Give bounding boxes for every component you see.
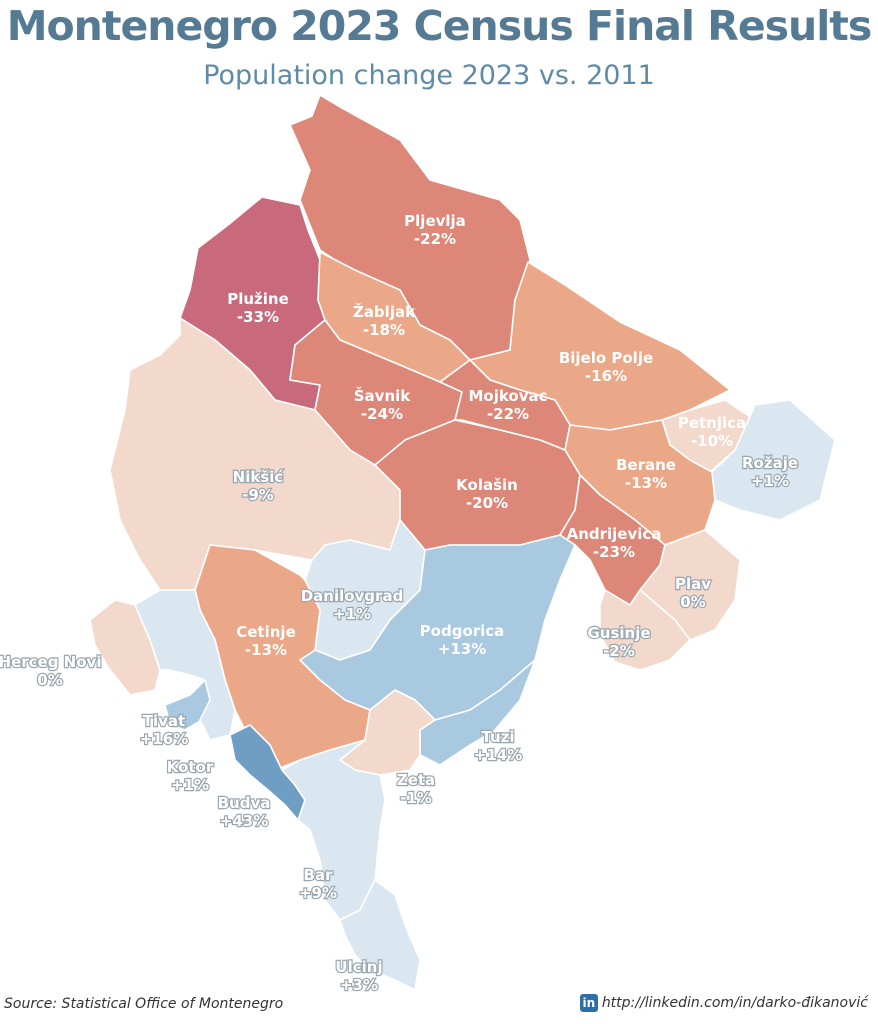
value-cetinje: -13% [245, 641, 287, 659]
value-gusinje: -2% [603, 642, 635, 660]
value-tuzi: +14% [474, 746, 522, 764]
value-podgorica: +13% [438, 640, 486, 658]
label-tivat: Tivat [143, 712, 185, 730]
label-ulcinj: Ulcinj [335, 958, 382, 976]
label-bijelo-polje: Bijelo Polje [559, 349, 653, 367]
linkedin-icon: in [579, 994, 598, 1012]
region-kotor[interactable] [134, 589, 236, 741]
value-berane: -13% [625, 474, 667, 492]
value-kotor: +1% [171, 776, 209, 794]
value-ulcinj: +3% [340, 976, 378, 994]
map-title: Montenegro 2023 Census Final Results [6, 2, 873, 50]
label-andrijevica: Andrijevica [567, 525, 662, 543]
label-cetinje: Cetinje [236, 623, 296, 641]
value-danilovgrad: +1% [333, 605, 371, 623]
value-tivat: +16% [140, 730, 188, 748]
value-savnik: -24% [361, 405, 403, 423]
source-note: Source: Statistical Office of Montenegro [4, 996, 284, 1012]
label-rozaje: Rožaje [742, 454, 798, 472]
label-zabljak: Žabljak [353, 302, 416, 321]
value-kolasin: -20% [466, 494, 508, 512]
label-zeta: Zeta [397, 771, 435, 789]
map-subtitle: Population change 2023 vs. 2011 [203, 60, 655, 91]
value-budva: +43% [220, 812, 268, 830]
value-herceg-novi: 0% [37, 671, 62, 689]
label-gusinje: Gusinje [587, 624, 650, 642]
label-petnjica: Petnjica [678, 414, 746, 432]
value-andrijevica: -23% [593, 543, 635, 561]
region-plav[interactable] [639, 529, 741, 641]
linkedin-link[interactable]: in http://linkedin.com/in/darko-đikanovi… [579, 994, 868, 1012]
label-kolasin: Kolašin [456, 476, 518, 494]
value-bijelo-polje: -16% [585, 367, 627, 385]
value-pluzine: -33% [237, 308, 279, 326]
label-pljevlja: Pljevlja [404, 212, 466, 230]
label-plav: Plav [675, 575, 711, 593]
value-zabljak: -18% [363, 321, 405, 339]
label-mojkovac: Mojkovac [468, 387, 547, 405]
label-niksic: Nikšić [233, 468, 284, 486]
value-pljevlja: -22% [414, 230, 456, 248]
label-budva: Budva [218, 794, 271, 812]
label-tuzi: Tuzi [481, 728, 514, 746]
value-petnjica: -10% [691, 432, 733, 450]
label-savnik: Šavnik [354, 386, 412, 405]
label-danilovgrad: Danilovgrad [301, 587, 404, 605]
region-ulcinj[interactable] [339, 879, 421, 991]
value-zeta: -1% [400, 789, 432, 807]
value-rozaje: +1% [751, 472, 789, 490]
label-pluzine: Plužine [227, 290, 289, 308]
value-bar: +9% [299, 884, 337, 902]
label-kotor: Kotor [167, 758, 214, 776]
region-gusinje[interactable] [599, 589, 691, 671]
label-berane: Berane [616, 456, 676, 474]
value-niksic: -9% [242, 486, 274, 504]
linkedin-url[interactable]: http://linkedin.com/in/darko-đikanović [601, 995, 868, 1011]
region-rozaje[interactable] [711, 399, 836, 521]
value-plav: 0% [680, 593, 705, 611]
label-herceg-novi: Herceg Novi [0, 653, 101, 671]
label-bar: Bar [304, 866, 334, 884]
value-mojkovac: -22% [487, 405, 529, 423]
label-podgorica: Podgorica [420, 622, 505, 640]
